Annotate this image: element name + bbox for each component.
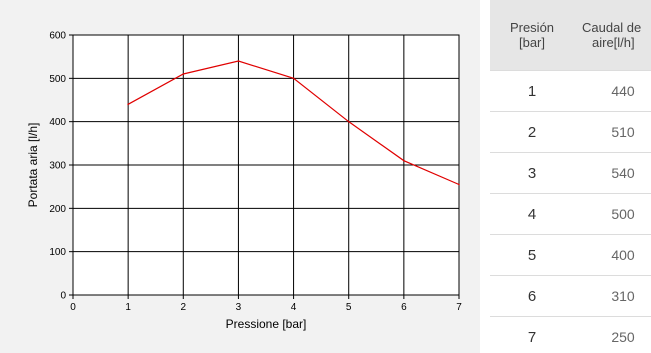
x-tick-label: 6 <box>401 302 407 313</box>
y-tick-label: 400 <box>49 117 66 128</box>
flow-cell: 310 <box>574 275 651 317</box>
data-table: Presión [bar] Caudal de aire[l/h] 1 440 2… <box>490 0 651 353</box>
y-tick-label: 500 <box>49 74 66 85</box>
data-point <box>127 103 129 106</box>
pressure-cell: 7 <box>490 316 574 353</box>
table-row: 7 250 <box>490 316 651 353</box>
x-tick-label: 3 <box>236 302 242 313</box>
flow-cell: 400 <box>574 234 651 276</box>
table-row: 6 310 <box>490 275 651 317</box>
flow-cell: 510 <box>574 111 651 153</box>
plot-frame <box>72 34 460 296</box>
header-flow: Caudal de aire[l/h] <box>574 0 651 71</box>
table-row: 3 540 <box>490 152 651 194</box>
x-tick-label: 4 <box>291 302 297 313</box>
pressure-cell: 6 <box>490 275 574 317</box>
y-tick-label: 200 <box>49 204 66 215</box>
header-flow-line2: aire[l/h] <box>592 35 635 50</box>
data-point <box>182 73 185 75</box>
y-tick-label: 100 <box>49 247 66 258</box>
header-pressure-line1: Presión <box>509 20 555 35</box>
flow-cell: 250 <box>574 316 651 353</box>
pressure-cell: 2 <box>490 111 574 153</box>
table-header-row: Presión [bar] Caudal de aire[l/h] <box>490 0 651 71</box>
chart-panel: 0 1 2 3 4 5 6 7 0 100 200 300 400 500 600 Pressione [ba… <box>0 0 480 353</box>
data-point <box>458 183 460 186</box>
data-point <box>347 120 350 123</box>
y-tick-label: 0 <box>60 291 66 302</box>
data-point <box>403 159 405 162</box>
x-tick-label: 0 <box>70 302 76 313</box>
data-point <box>292 77 295 80</box>
x-axis-label: Pressione [bar] <box>226 317 307 331</box>
pressure-cell: 3 <box>490 152 574 194</box>
table-row: 4 500 <box>490 193 651 235</box>
data-point <box>237 60 240 62</box>
x-tick-label: 1 <box>125 302 131 313</box>
header-pressure-line2: [bar] <box>518 35 545 50</box>
x-tick-label: 5 <box>346 302 352 313</box>
pressure-flow-table: Presión [bar] Caudal de aire[l/h] 1 440 2… <box>490 0 651 353</box>
flow-cell: 500 <box>574 193 651 235</box>
pressure-cell: 5 <box>490 234 574 276</box>
table-row: 5 400 <box>490 234 651 276</box>
y-tick-label: 300 <box>49 161 66 172</box>
y-tick-label: 600 <box>49 31 66 42</box>
x-tick-label: 7 <box>456 302 462 313</box>
table-row: 1 440 <box>490 70 651 112</box>
flow-cell: 440 <box>574 70 651 112</box>
pressure-cell: 1 <box>490 70 574 112</box>
line-chart: 0 1 2 3 4 5 6 7 0 100 200 300 400 500 600 Pressione [ba… <box>26 31 462 332</box>
flow-cell: 540 <box>574 152 651 194</box>
x-tick-label: 2 <box>181 302 187 313</box>
header-flow-line1: Caudal de <box>582 20 642 35</box>
pressure-cell: 4 <box>490 193 574 235</box>
table-row: 2 510 <box>490 111 651 153</box>
y-axis-label: Portata aria [l/h] <box>26 123 40 208</box>
header-pressure: Presión [bar] <box>490 0 574 71</box>
